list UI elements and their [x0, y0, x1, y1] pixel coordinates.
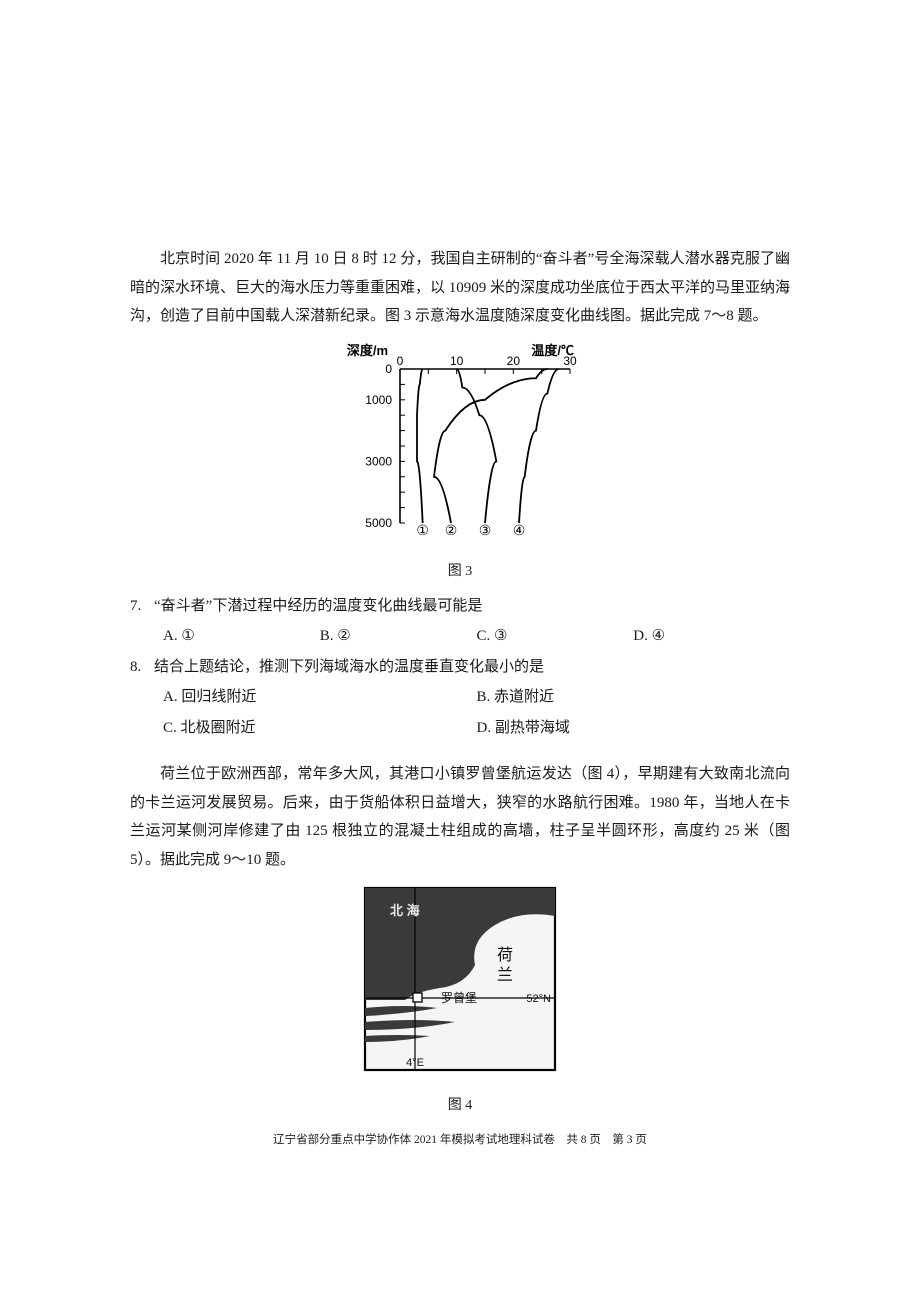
question-7: 7. “奋斗者”下潜过程中经历的温度变化曲线最可能是 A. ① B. ② C. …	[130, 592, 790, 651]
q8-opt-c: C. 北极圈附近	[163, 714, 477, 743]
svg-text:③: ③	[479, 522, 492, 538]
svg-text:①: ①	[416, 522, 429, 538]
exam-page: 北京时间 2020 年 11 月 10 日 8 时 12 分，我国自主研制的“奋…	[0, 0, 920, 1302]
question-8: 8. 结合上题结论，推测下列海域海水的温度垂直变化最小的是 A. 回归线附近 B…	[130, 653, 790, 743]
figure-4-caption: 图 4	[130, 1093, 790, 1120]
svg-text:罗曾堡: 罗曾堡	[441, 990, 477, 1005]
page-footer: 辽宁省部分重点中学协作体 2021 年模拟考试地理科试卷 共 8 页 第 3 页	[0, 1130, 920, 1152]
svg-text:20: 20	[507, 354, 521, 368]
q8-opt-d: D. 副热带海域	[477, 714, 791, 743]
passage-1: 北京时间 2020 年 11 月 10 日 8 时 12 分，我国自主研制的“奋…	[130, 245, 790, 331]
q7-opt-d: D. ④	[633, 622, 790, 651]
svg-text:5000: 5000	[365, 516, 392, 530]
svg-text:②: ②	[445, 522, 458, 538]
q7-opt-c: C. ③	[477, 622, 634, 651]
q7-number: 7.	[130, 592, 154, 621]
figure-4: 北 海荷兰罗曾堡 52°N 4°E	[130, 880, 790, 1091]
svg-text:北 海: 北 海	[390, 903, 420, 918]
q8-stem: 结合上题结论，推测下列海域海水的温度垂直变化最小的是	[154, 653, 544, 682]
q8-opt-b: B. 赤道附近	[477, 683, 791, 712]
figure-3: 深度/m温度/℃01020300100030005000①②③④	[130, 337, 790, 558]
passage-2: 荷兰位于欧洲西部，常年多大风，其港口小镇罗曾堡航运发达（图 4），早期建有大致南…	[130, 760, 790, 874]
q8-opt-a: A. 回归线附近	[163, 683, 477, 712]
q7-opt-a: A. ①	[163, 622, 320, 651]
svg-text:3000: 3000	[365, 454, 392, 468]
svg-text:兰: 兰	[497, 966, 513, 984]
svg-text:52°N: 52°N	[526, 993, 551, 1005]
fig4-map: 北 海荷兰罗曾堡 52°N 4°E	[345, 880, 575, 1080]
q7-opt-b: B. ②	[320, 622, 477, 651]
svg-text:0: 0	[385, 362, 392, 376]
svg-text:深度/m: 深度/m	[347, 343, 388, 358]
svg-text:30: 30	[563, 354, 577, 368]
svg-text:10: 10	[450, 354, 464, 368]
svg-text:1000: 1000	[365, 392, 392, 406]
fig3-chart: 深度/m温度/℃01020300100030005000①②③④	[330, 337, 590, 547]
q7-stem: “奋斗者”下潜过程中经历的温度变化曲线最可能是	[154, 592, 482, 621]
q8-number: 8.	[130, 653, 154, 682]
svg-text:0: 0	[397, 354, 404, 368]
svg-text:荷: 荷	[497, 946, 513, 964]
figure-3-caption: 图 3	[130, 559, 790, 586]
svg-text:4°E: 4°E	[406, 1057, 424, 1069]
svg-text:④: ④	[513, 522, 526, 538]
